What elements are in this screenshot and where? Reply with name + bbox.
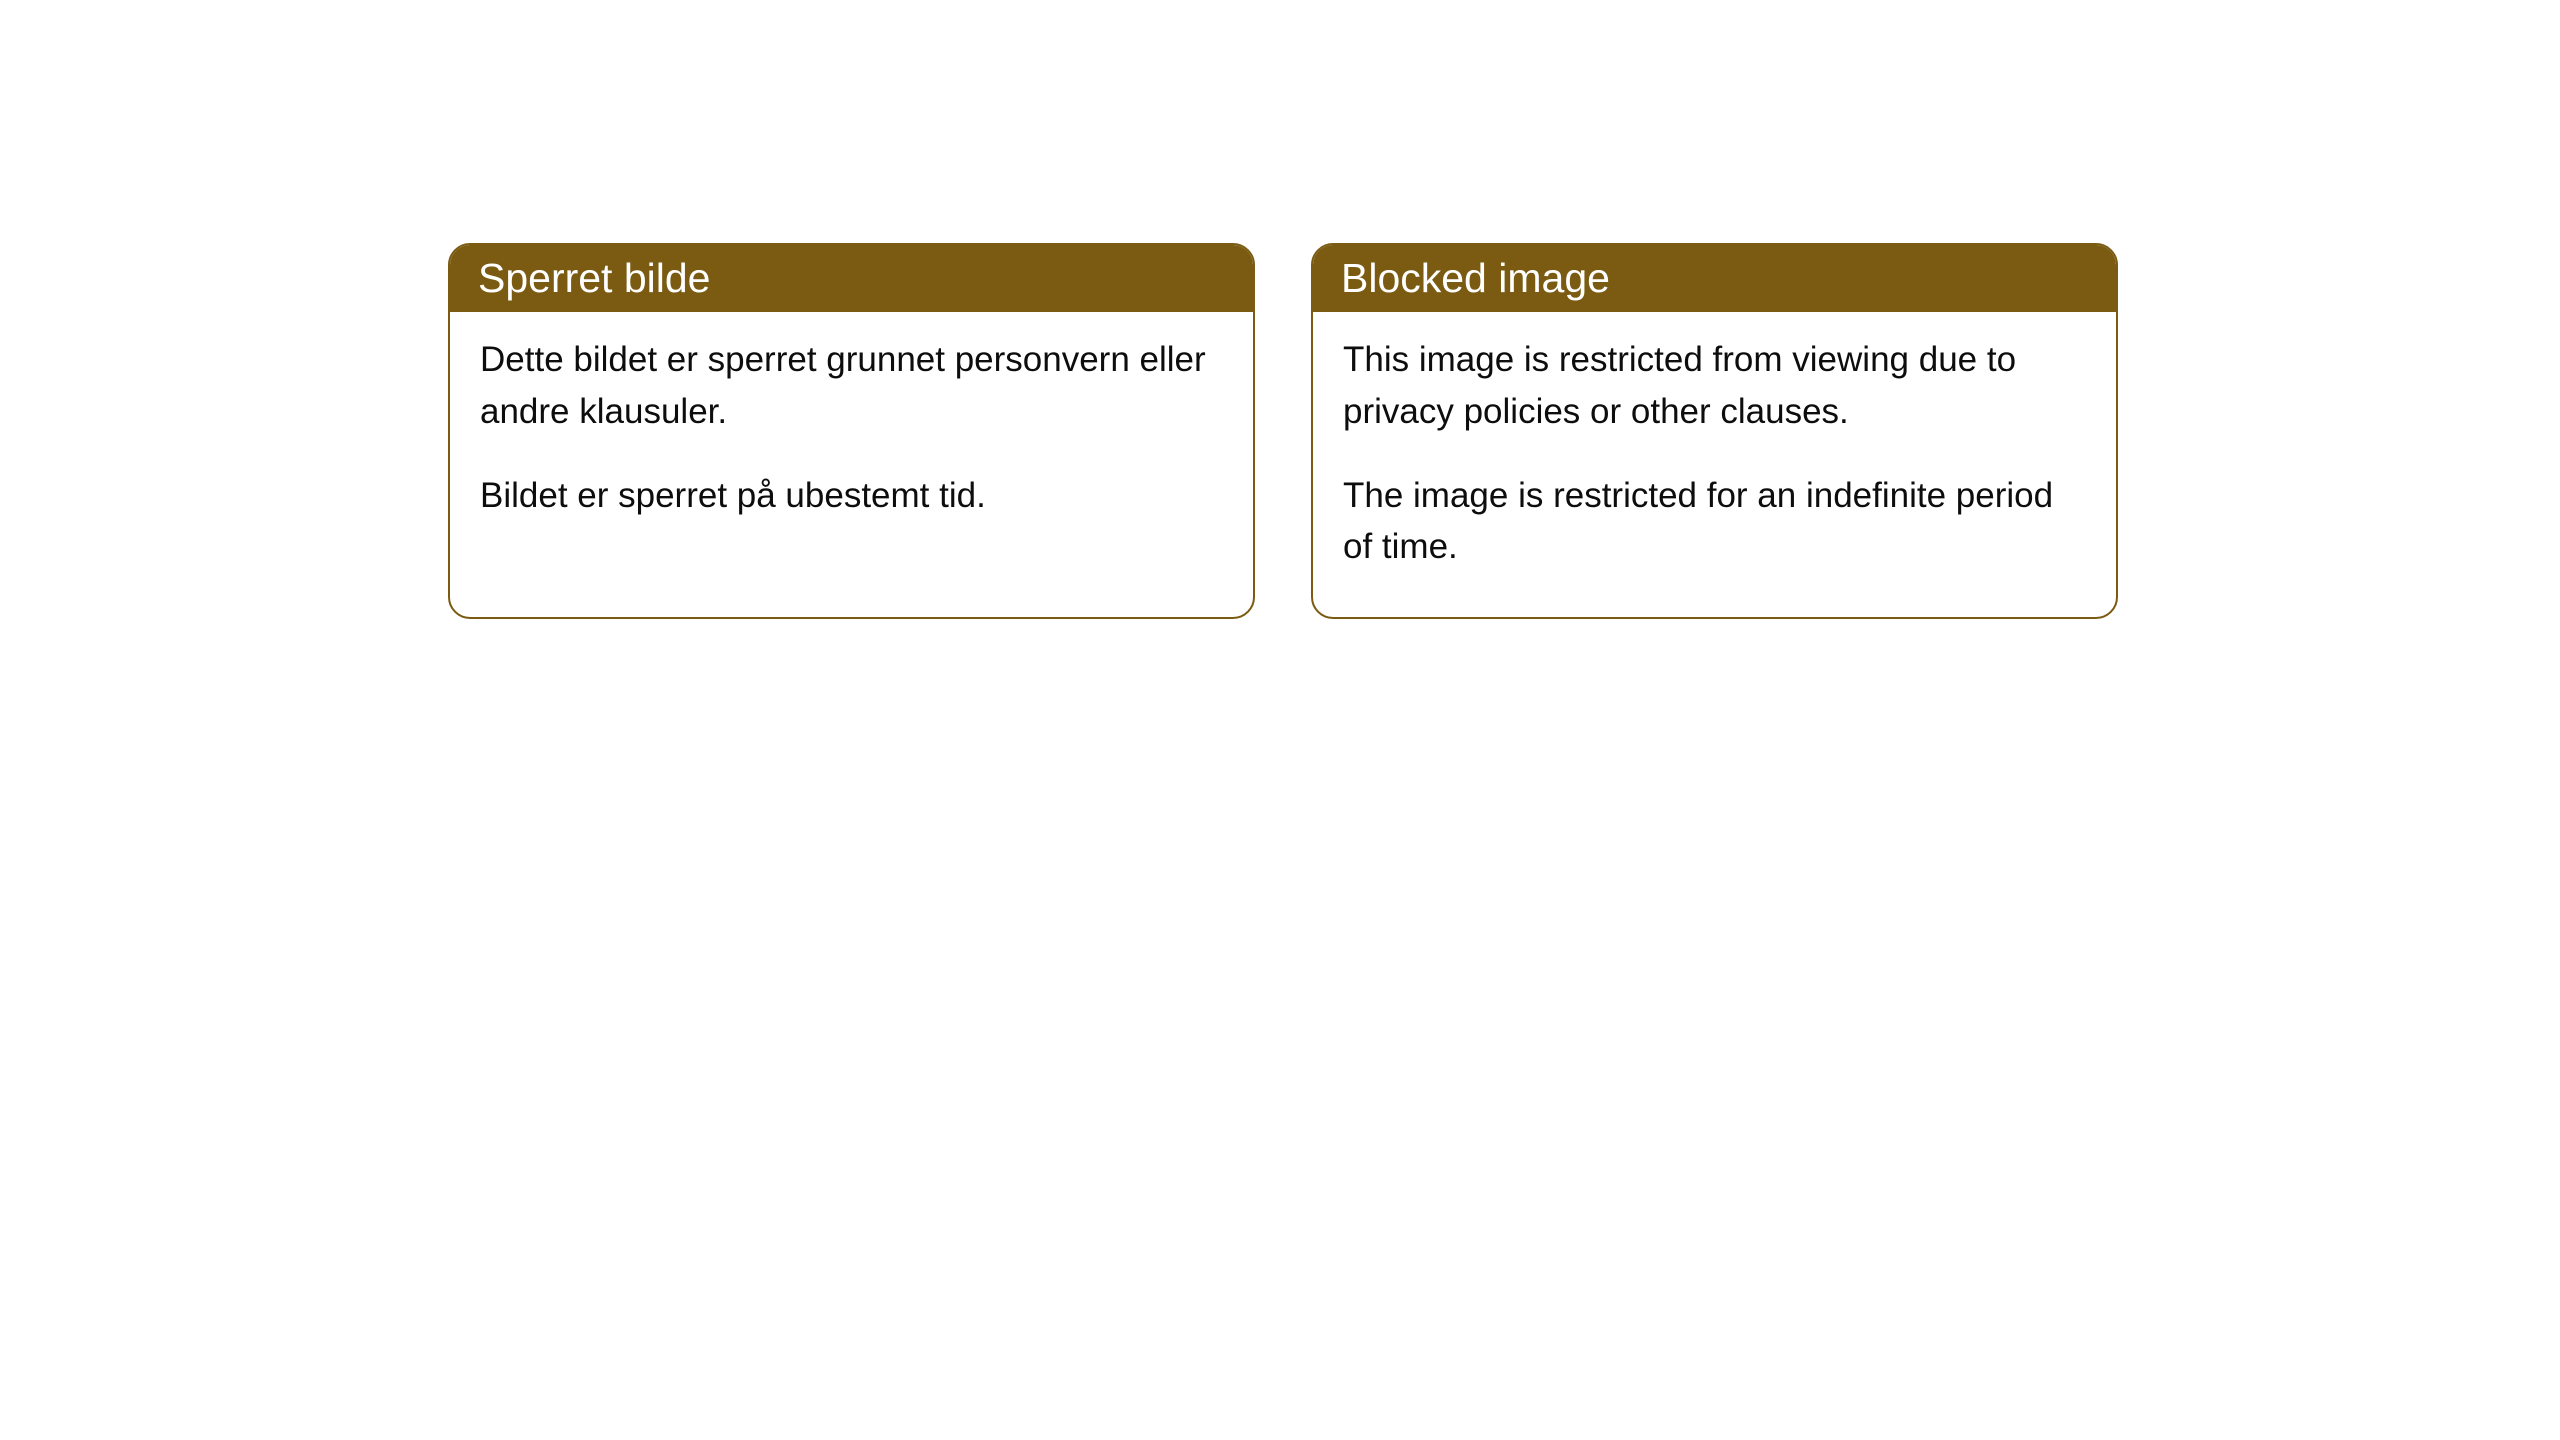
card-body: Dette bildet er sperret grunnet personve… [450, 312, 1253, 565]
card-header: Blocked image [1313, 245, 2116, 312]
card-paragraph: Dette bildet er sperret grunnet personve… [480, 334, 1223, 438]
notice-card-norwegian: Sperret bilde Dette bildet er sperret gr… [448, 243, 1255, 619]
notice-container: Sperret bilde Dette bildet er sperret gr… [0, 0, 2560, 619]
card-title: Sperret bilde [478, 255, 710, 301]
card-paragraph: Bildet er sperret på ubestemt tid. [480, 470, 1223, 522]
card-title: Blocked image [1341, 255, 1610, 301]
notice-card-english: Blocked image This image is restricted f… [1311, 243, 2118, 619]
card-paragraph: The image is restricted for an indefinit… [1343, 470, 2086, 574]
card-header: Sperret bilde [450, 245, 1253, 312]
card-body: This image is restricted from viewing du… [1313, 312, 2116, 617]
card-paragraph: This image is restricted from viewing du… [1343, 334, 2086, 438]
